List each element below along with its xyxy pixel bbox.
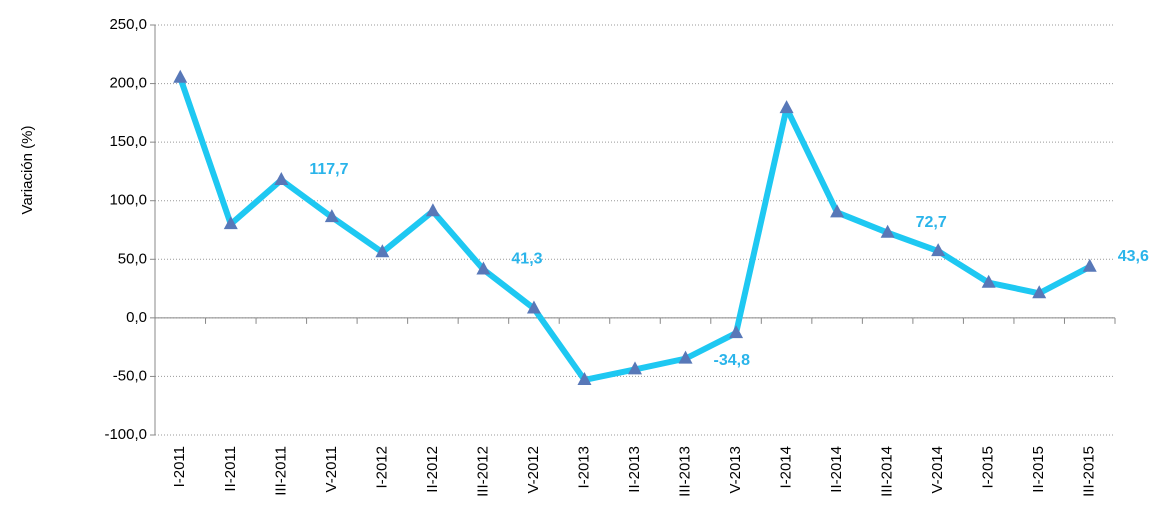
x-tick-label: III-2011 (272, 446, 289, 496)
x-tick-label: V-2011 (323, 446, 340, 492)
x-tick-label: I-2011 (171, 446, 188, 487)
data-point (678, 350, 693, 364)
x-tick-label: II-2014 (828, 446, 845, 493)
y-tick-label: 250,0 (109, 16, 147, 33)
data-label: 72,7 (916, 214, 947, 231)
x-tick-label: I-2013 (575, 446, 592, 489)
data-point (425, 203, 440, 217)
data-point (526, 300, 541, 314)
data-point (324, 209, 339, 223)
data-point (779, 100, 794, 114)
data-point (880, 224, 895, 238)
data-point (931, 243, 946, 257)
data-point (628, 361, 642, 375)
data-point (375, 244, 390, 258)
y-tick-label: 0,0 (126, 309, 147, 326)
data-label: -34,8 (714, 352, 751, 369)
data-point (173, 69, 188, 83)
x-tick-label: I-2015 (980, 446, 997, 489)
data-point (729, 325, 744, 339)
data-label: 117,7 (309, 161, 348, 178)
x-tick-label: III-2015 (1081, 446, 1098, 497)
data-label: 41,3 (511, 251, 542, 268)
x-tick-label: II-2015 (1030, 446, 1047, 493)
x-tick-label: II-2011 (222, 446, 239, 492)
data-point (577, 371, 592, 385)
y-tick-label: 150,0 (109, 133, 147, 150)
x-tick-label: II-2013 (626, 446, 643, 493)
x-tick-label: V-2014 (929, 446, 946, 494)
y-tick-label: 50,0 (118, 250, 147, 267)
x-tick-label: III-2014 (879, 446, 896, 497)
y-tick-label: -50,0 (113, 367, 147, 384)
data-point (830, 204, 845, 218)
data-point (274, 171, 289, 185)
data-point (1082, 258, 1097, 272)
x-tick-label: III-2013 (676, 446, 693, 497)
y-tick-label: -100,0 (104, 426, 147, 443)
x-tick-label: V-2012 (525, 446, 542, 494)
x-tick-label: II-2012 (424, 446, 441, 493)
data-point (981, 274, 996, 288)
x-tick-label: V-2013 (727, 446, 744, 494)
series-line (177, 76, 1092, 383)
x-tick-label: I-2014 (778, 446, 795, 489)
data-point (223, 216, 238, 230)
y-tick-label: 100,0 (109, 192, 147, 209)
y-axis-title: Variación (%) (19, 126, 36, 215)
data-label: 43,6 (1118, 248, 1149, 265)
x-tick-label: III-2012 (474, 446, 491, 497)
x-tick-label: I-2012 (373, 446, 390, 489)
y-tick-label: 200,0 (109, 75, 147, 92)
data-point (1032, 285, 1047, 299)
data-point (476, 261, 491, 275)
